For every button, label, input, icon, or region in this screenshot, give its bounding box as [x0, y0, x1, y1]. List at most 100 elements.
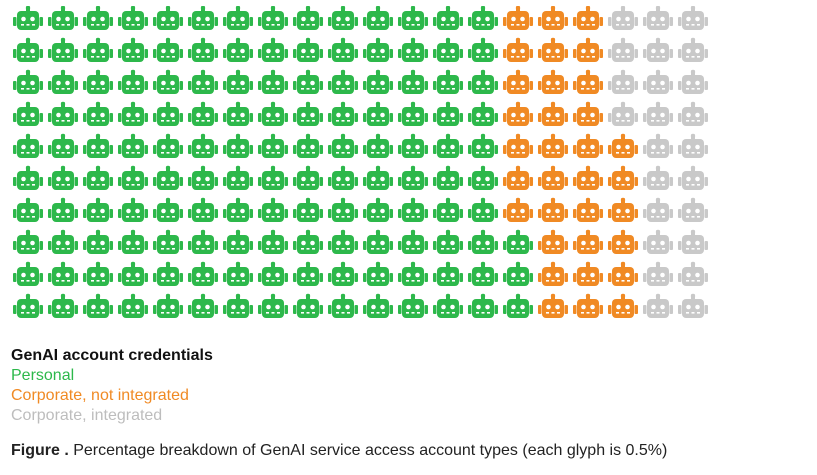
robot-icon-personal [398, 165, 428, 190]
robot-icon-corporate-not-integrated [573, 293, 603, 318]
robot-icon-personal [328, 133, 358, 158]
robot-icon-personal [13, 37, 43, 62]
robot-icon-corporate-not-integrated [538, 293, 568, 318]
robot-icon-personal [433, 37, 463, 62]
robot-icon-corporate-integrated [608, 69, 638, 94]
robot-icon-personal [258, 133, 288, 158]
robot-icon-personal [363, 229, 393, 254]
robot-icon-corporate-not-integrated [538, 37, 568, 62]
robot-icon-personal [293, 261, 323, 286]
robot-icon-personal [153, 69, 183, 94]
figure-caption: Figure . Percentage breakdown of GenAI s… [11, 442, 667, 460]
robot-icon-personal [468, 261, 498, 286]
robot-icon-personal [48, 165, 78, 190]
robot-icon-corporate-not-integrated [573, 165, 603, 190]
robot-icon-personal [223, 229, 253, 254]
robot-icon-corporate-integrated [678, 6, 708, 30]
robot-icon-corporate-not-integrated [538, 229, 568, 254]
robot-icon-personal [293, 101, 323, 126]
robot-icon-personal [293, 37, 323, 62]
robot-icon-personal [118, 293, 148, 318]
robot-icon-personal [468, 6, 498, 30]
robot-icon-personal [363, 69, 393, 94]
robot-icon-personal [433, 133, 463, 158]
robot-icon-personal [153, 293, 183, 318]
robot-icon-corporate-not-integrated [608, 133, 638, 158]
robot-icon-personal [258, 293, 288, 318]
robot-icon-corporate-not-integrated [573, 101, 603, 126]
robot-icon-personal [188, 37, 218, 62]
robot-icon-personal [188, 165, 218, 190]
robot-icon-personal [118, 133, 148, 158]
robot-icon-personal [223, 197, 253, 222]
robot-icon-personal [83, 229, 113, 254]
robot-icon-personal [13, 69, 43, 94]
robot-icon-personal [13, 261, 43, 286]
robot-icon-personal [83, 37, 113, 62]
robot-icon-personal [363, 133, 393, 158]
robot-icon-personal [13, 101, 43, 126]
robot-icon-corporate-not-integrated [503, 6, 533, 30]
robot-icon-personal [398, 293, 428, 318]
robot-icon-corporate-not-integrated [573, 6, 603, 30]
robot-icon-personal [118, 229, 148, 254]
robot-icon-personal [153, 6, 183, 30]
robot-icon-personal [153, 101, 183, 126]
waffle-chart [13, 6, 708, 318]
robot-icon-corporate-not-integrated [608, 261, 638, 286]
robot-icon-corporate-integrated [678, 101, 708, 126]
robot-icon-personal [468, 133, 498, 158]
robot-icon-personal [153, 133, 183, 158]
robot-icon-corporate-integrated [643, 37, 673, 62]
robot-icon-personal [153, 37, 183, 62]
robot-icon-personal [118, 37, 148, 62]
robot-icon-personal [258, 69, 288, 94]
robot-icon-corporate-integrated [643, 261, 673, 286]
robot-icon-personal [188, 261, 218, 286]
robot-icon-personal [48, 37, 78, 62]
robot-icon-personal [48, 229, 78, 254]
robot-icon-personal [83, 133, 113, 158]
robot-icon-personal [48, 101, 78, 126]
robot-icon-personal [328, 6, 358, 30]
robot-icon-personal [83, 197, 113, 222]
robot-icon-personal [293, 293, 323, 318]
robot-icon-corporate-integrated [643, 165, 673, 190]
robot-icon-personal [223, 165, 253, 190]
robot-icon-corporate-not-integrated [573, 261, 603, 286]
robot-icon-personal [328, 165, 358, 190]
robot-icon-personal [188, 69, 218, 94]
robot-icon-personal [258, 101, 288, 126]
robot-icon-personal [433, 69, 463, 94]
robot-icon-corporate-not-integrated [573, 133, 603, 158]
robot-icon-corporate-not-integrated [573, 69, 603, 94]
robot-icon-personal [258, 37, 288, 62]
robot-icon-personal [468, 229, 498, 254]
robot-icon-corporate-not-integrated [538, 133, 568, 158]
robot-icon-personal [188, 133, 218, 158]
robot-icon-personal [293, 133, 323, 158]
robot-icon-personal [118, 101, 148, 126]
robot-icon-personal [223, 37, 253, 62]
robot-icon-corporate-not-integrated [573, 229, 603, 254]
robot-icon-corporate-not-integrated [538, 101, 568, 126]
robot-icon-personal [83, 69, 113, 94]
robot-icon-personal [223, 69, 253, 94]
robot-icon-corporate-integrated [643, 229, 673, 254]
robot-icon-personal [433, 6, 463, 30]
robot-icon-personal [433, 165, 463, 190]
robot-icon-personal [328, 261, 358, 286]
legend: GenAI account credentials Personal Corpo… [11, 346, 213, 426]
robot-icon-personal [118, 69, 148, 94]
robot-icon-personal [48, 197, 78, 222]
robot-icon-corporate-integrated [678, 229, 708, 254]
robot-icon-personal [398, 37, 428, 62]
robot-icon-personal [48, 6, 78, 30]
robot-icon-personal [328, 69, 358, 94]
robot-icon-personal [328, 101, 358, 126]
legend-item-personal: Personal [11, 367, 75, 384]
robot-icon-personal [153, 261, 183, 286]
robot-icon-personal [258, 229, 288, 254]
robot-icon-personal [433, 229, 463, 254]
robot-icon-corporate-not-integrated [573, 37, 603, 62]
